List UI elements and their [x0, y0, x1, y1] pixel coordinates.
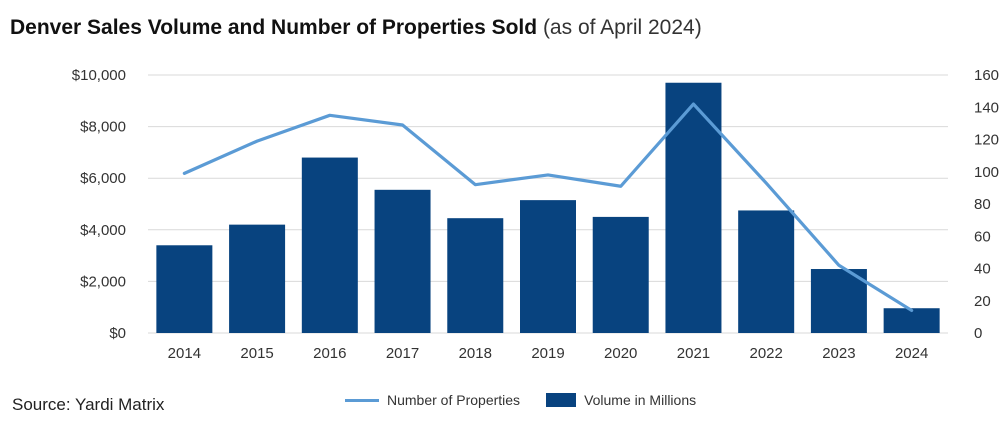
- combo-chart: $0 $2,000 $4,000 $6,000 $8,000 $10,000 0 20 40 6…: [72, 67, 999, 362]
- left-tick-label: $8,000: [80, 119, 126, 136]
- legend: Number of Properties Volume in Millions: [345, 392, 722, 408]
- right-tick-label: 0: [974, 325, 982, 342]
- source-note: Source: Yardi Matrix: [12, 395, 165, 414]
- x-tick-label: 2014: [168, 345, 201, 362]
- series-line-number-of-properties: [182, 102, 914, 313]
- legend-item-line: Number of Properties: [345, 392, 520, 408]
- legend-label-bar: Volume in Millions: [584, 392, 697, 408]
- x-tick-label: 2017: [386, 345, 419, 362]
- bar-2014: [156, 245, 213, 333]
- bar-series: [156, 82, 940, 334]
- x-tick-label: 2024: [895, 345, 928, 362]
- chart-title: Denver Sales Volume and Number of Proper…: [10, 14, 702, 42]
- left-axis: $0 $2,000 $4,000 $6,000 $8,000 $10,000: [72, 67, 126, 342]
- left-tick-label: $0: [109, 325, 126, 342]
- right-axis: 0 20 40 60 80 100 120 140 160: [974, 67, 999, 342]
- x-axis: 2014 2015 2016 2017 2018 2019 2020 2021 2022 2023…: [168, 345, 929, 362]
- x-tick-label: 2020: [604, 345, 637, 362]
- x-tick-label: 2021: [677, 345, 710, 362]
- right-tick-label: 120: [974, 132, 999, 149]
- bar-2023: [810, 269, 867, 333]
- bar-2022: [738, 210, 795, 333]
- legend-label-line: Number of Properties: [387, 392, 521, 408]
- line-series: [182, 102, 914, 313]
- left-tick-label: $6,000: [80, 170, 126, 187]
- right-tick-label: 20: [974, 293, 991, 310]
- bar-2018: [447, 218, 504, 333]
- right-tick-label: 140: [974, 99, 999, 116]
- x-tick-label: 2015: [240, 345, 273, 362]
- legend-item-bar: Volume in Millions: [546, 392, 696, 408]
- legend-line-swatch: [345, 398, 379, 402]
- right-tick-label: 160: [974, 67, 999, 84]
- right-tick-label: 100: [974, 164, 999, 181]
- x-tick-label: 2016: [313, 345, 346, 362]
- x-tick-label: 2022: [749, 345, 782, 362]
- left-tick-label: $10,000: [72, 67, 126, 84]
- right-tick-label: 80: [974, 196, 991, 213]
- bar-2015: [229, 224, 286, 333]
- x-tick-label: 2019: [531, 345, 564, 362]
- bar-2019: [520, 200, 576, 333]
- bar-2024: [883, 308, 940, 333]
- right-tick-label: 60: [974, 228, 991, 245]
- chart-title-main: Denver Sales Volume and Number of Proper…: [10, 16, 538, 39]
- bar-2020: [592, 216, 649, 333]
- legend-bar-swatch: [546, 393, 577, 407]
- bar-2021: [665, 82, 722, 334]
- chart-title-sub: (as of April 2024): [542, 16, 702, 39]
- x-tick-label: 2018: [459, 345, 492, 362]
- left-tick-label: $4,000: [80, 222, 126, 239]
- left-tick-label: $2,000: [80, 273, 126, 290]
- right-tick-label: 40: [974, 261, 991, 278]
- x-tick-label: 2023: [822, 345, 855, 362]
- bar-2017: [374, 189, 431, 333]
- bar-2016: [301, 157, 358, 333]
